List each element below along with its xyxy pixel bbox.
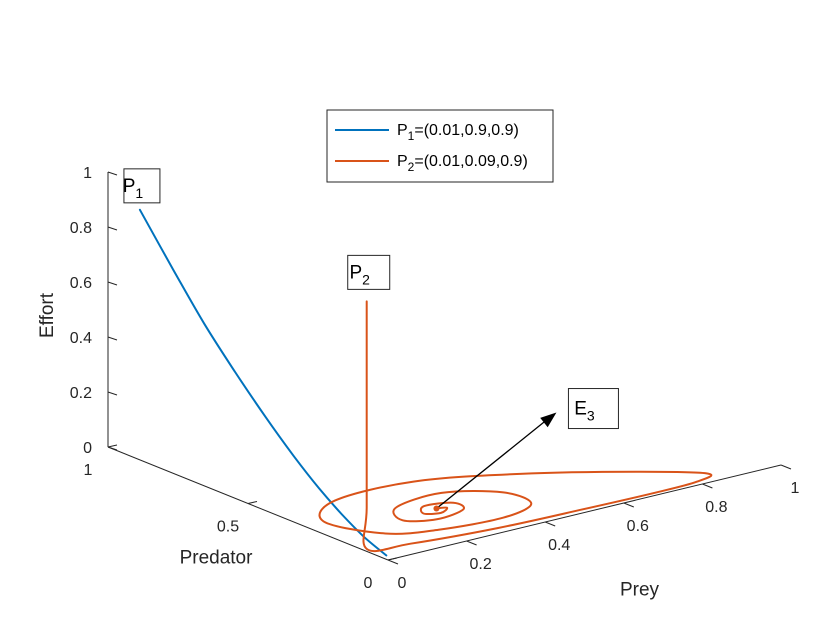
- effort-tick-label: 0.8: [70, 220, 92, 237]
- prey-tick-mark: [780, 464, 792, 470]
- effort-tick-mark: [107, 336, 118, 341]
- effort-tick-label: 0.2: [70, 385, 92, 402]
- prey-tick-mark: [387, 559, 399, 565]
- prey-tick-label: 0.6: [627, 518, 649, 535]
- prey-tick-label: 1: [791, 480, 800, 497]
- e3-arrow-shaft: [436, 418, 549, 510]
- p2-label-box: P2: [347, 254, 391, 290]
- legend-frame: [326, 109, 554, 183]
- p1-label-box-letter: P: [123, 176, 136, 197]
- legend: P1=(0.01,0.9,0.9)P2=(0.01,0.09,0.9): [326, 109, 554, 183]
- effort-tick-label: 0.4: [70, 330, 92, 347]
- predator-tick-label: 0: [364, 575, 373, 592]
- p1-label-box-subscript: 1: [135, 185, 143, 201]
- p2-label-box-letter: P: [349, 262, 362, 283]
- predator-tick-mark: [107, 444, 118, 448]
- series-line-1: [138, 208, 388, 557]
- e3-label-box: E3: [567, 388, 619, 430]
- p2-label-box-text: P2: [349, 262, 370, 287]
- effort-tick-label: 1: [83, 165, 92, 182]
- effort-tick-mark: [107, 281, 118, 286]
- predator-axis-label: Predator: [180, 548, 254, 569]
- legend-entry-2: P2=(0.01,0.09,0.9): [397, 153, 528, 174]
- e3-label-box-text: E3: [574, 399, 595, 424]
- legend-entry-letter: P: [397, 153, 408, 170]
- e3-label-box-subscript: 3: [587, 408, 595, 424]
- e3-label-box-frame: [567, 388, 619, 430]
- p1-label-box-frame: [123, 168, 161, 204]
- prey-tick-mark: [702, 483, 713, 489]
- e3-arrow-head: [540, 412, 557, 428]
- legend-entry-subscript: 1: [408, 129, 415, 143]
- series-layer: [138, 208, 713, 557]
- prey-tick-mark: [545, 521, 556, 527]
- prey-tick-label: 0.4: [548, 537, 570, 554]
- effort-tick-label: 0.6: [70, 275, 92, 292]
- axes-layer: 0 0.2 0.4 0.6 0.8 1 0 0.5 1 0 0.2 0.4 0.6 0.8 1 Prey Pre…: [37, 165, 800, 601]
- legend-entry-value: =(0.01,0.09,0.9): [414, 153, 527, 170]
- predator-tick-mark: [387, 557, 398, 561]
- effort-tick-mark: [107, 446, 118, 451]
- effort-axis-label: Effort: [37, 292, 58, 338]
- predator-tick-label: 0.5: [217, 519, 239, 536]
- legend-entry-1: P1=(0.01,0.9,0.9): [397, 122, 519, 143]
- p1-label-box-text: P1: [123, 176, 144, 201]
- effort-tick-mark: [107, 226, 118, 231]
- legend-entry-value: =(0.01,0.9,0.9): [414, 122, 519, 139]
- effort-tick-mark: [107, 391, 118, 396]
- predator-tick-label: 1: [84, 462, 93, 479]
- effort-tick-label: 0: [83, 440, 92, 457]
- equilibrium-point: [433, 505, 440, 512]
- predator-tick-mark: [247, 501, 258, 504]
- p2-label-box-subscript: 2: [362, 271, 370, 287]
- legend-entry-letter: P: [397, 122, 408, 139]
- prey-tick-label: 0: [398, 575, 407, 592]
- prey-axis-line: [387, 464, 782, 561]
- prey-tick-label: 0.2: [469, 556, 491, 573]
- e3-label-box-letter: E: [574, 399, 587, 420]
- p1-label-box: P1: [123, 168, 161, 204]
- prey-tick-mark: [466, 540, 477, 546]
- prey-axis-label: Prey: [620, 580, 660, 601]
- p2-label-box-frame: [347, 254, 391, 290]
- legend-entry-subscript: 2: [408, 160, 415, 174]
- prey-tick-mark: [623, 502, 634, 508]
- prey-tick-label: 0.8: [705, 499, 727, 516]
- series-line-2: [318, 300, 713, 553]
- effort-tick-mark: [107, 171, 118, 176]
